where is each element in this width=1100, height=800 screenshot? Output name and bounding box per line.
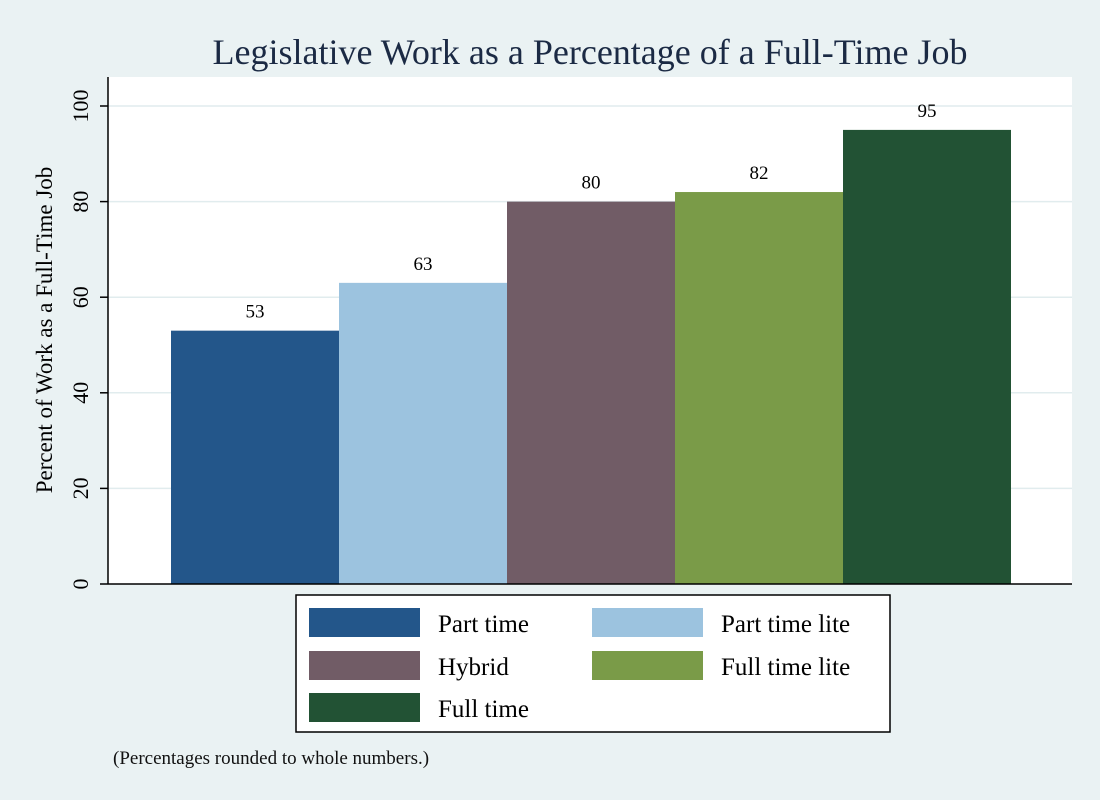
value-label: 82 bbox=[750, 163, 769, 184]
bar-full-time-lite bbox=[675, 192, 843, 585]
legend-swatch bbox=[309, 608, 420, 637]
legend-label: Part time bbox=[438, 611, 529, 638]
chart-title: Legislative Work as a Percentage of a Fu… bbox=[213, 32, 968, 72]
footnote: (Percentages rounded to whole numbers.) bbox=[113, 748, 430, 769]
bars-group bbox=[171, 129, 1011, 585]
value-label: 53 bbox=[246, 302, 265, 323]
y-tick-label: 40 bbox=[68, 382, 93, 404]
y-tick-label: 0 bbox=[68, 579, 93, 590]
bar-part-time bbox=[171, 330, 339, 584]
legend: Part time Part time lite Hybrid Full time l… bbox=[295, 594, 891, 733]
legend-label: Part time lite bbox=[721, 611, 850, 638]
legend-swatch bbox=[592, 651, 703, 680]
value-label: 63 bbox=[414, 254, 433, 275]
bar-full-time bbox=[843, 129, 1011, 584]
legend-label: Hybrid bbox=[438, 654, 509, 681]
value-label: 95 bbox=[918, 101, 937, 122]
y-ticks-group: 0 20 40 60 80 100 bbox=[68, 90, 108, 590]
y-axis-label: Percent of Work as a Full-Time Job bbox=[32, 167, 57, 494]
legend-label: Full time bbox=[438, 696, 529, 723]
legend-label: Full time lite bbox=[721, 654, 850, 681]
y-tick-label: 80 bbox=[68, 191, 93, 213]
legend-swatch bbox=[309, 693, 420, 722]
y-tick-label: 60 bbox=[68, 286, 93, 308]
legend-swatch bbox=[309, 651, 420, 680]
bar-hybrid bbox=[507, 201, 675, 584]
bar-part-time-lite bbox=[339, 282, 507, 584]
value-label: 80 bbox=[582, 173, 601, 194]
y-tick-label: 20 bbox=[68, 477, 93, 499]
legend-swatch bbox=[592, 608, 703, 637]
value-labels-group: 53 63 80 82 95 bbox=[246, 101, 937, 323]
y-tick-label: 100 bbox=[68, 90, 93, 123]
